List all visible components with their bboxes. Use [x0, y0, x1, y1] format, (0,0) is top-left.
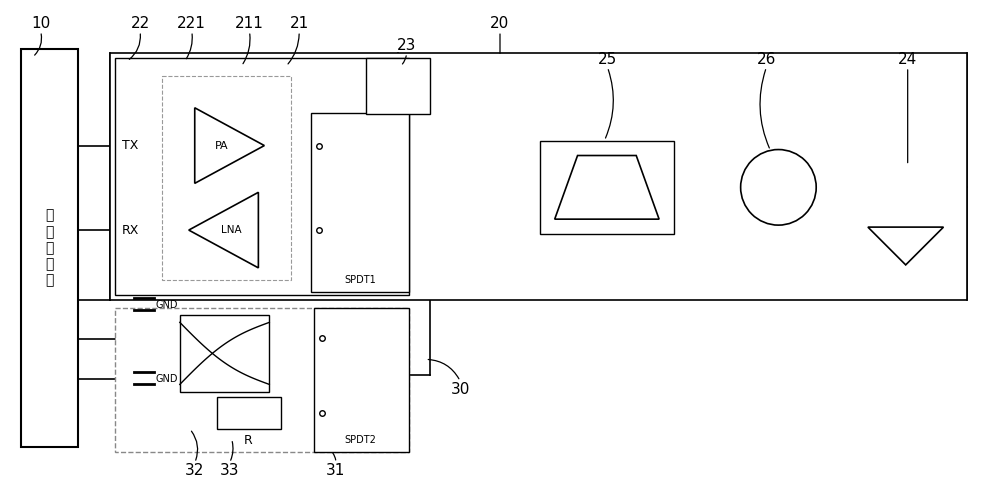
Text: 32: 32 — [185, 463, 204, 478]
Text: 22: 22 — [130, 16, 150, 31]
Text: TX: TX — [122, 139, 139, 152]
Text: GND: GND — [156, 374, 178, 384]
FancyBboxPatch shape — [366, 58, 430, 114]
FancyBboxPatch shape — [180, 315, 269, 392]
Text: PA: PA — [215, 140, 228, 151]
Text: 23: 23 — [397, 38, 416, 53]
Text: 基
带
控
制
器: 基 带 控 制 器 — [45, 209, 54, 287]
FancyBboxPatch shape — [110, 53, 967, 300]
FancyBboxPatch shape — [162, 76, 291, 280]
FancyBboxPatch shape — [540, 140, 674, 234]
FancyBboxPatch shape — [115, 308, 409, 452]
FancyBboxPatch shape — [311, 113, 409, 292]
Text: 221: 221 — [177, 16, 206, 31]
Text: 30: 30 — [451, 382, 470, 397]
FancyBboxPatch shape — [217, 397, 281, 429]
Text: 21: 21 — [290, 16, 309, 31]
Text: 33: 33 — [220, 463, 239, 478]
Text: 24: 24 — [898, 52, 917, 67]
Text: 25: 25 — [598, 52, 617, 67]
Text: GND: GND — [156, 300, 178, 310]
FancyBboxPatch shape — [21, 49, 78, 447]
Text: 26: 26 — [757, 52, 776, 67]
Text: 20: 20 — [490, 16, 510, 31]
Text: 10: 10 — [31, 16, 50, 31]
Text: R: R — [244, 435, 253, 447]
FancyBboxPatch shape — [115, 58, 409, 295]
Text: SPDT2: SPDT2 — [345, 435, 377, 445]
Text: 31: 31 — [326, 463, 346, 478]
Text: RX: RX — [122, 223, 140, 237]
FancyBboxPatch shape — [314, 308, 409, 452]
Text: LNA: LNA — [221, 225, 242, 235]
Text: SPDT1: SPDT1 — [344, 275, 376, 285]
Text: 211: 211 — [235, 16, 264, 31]
